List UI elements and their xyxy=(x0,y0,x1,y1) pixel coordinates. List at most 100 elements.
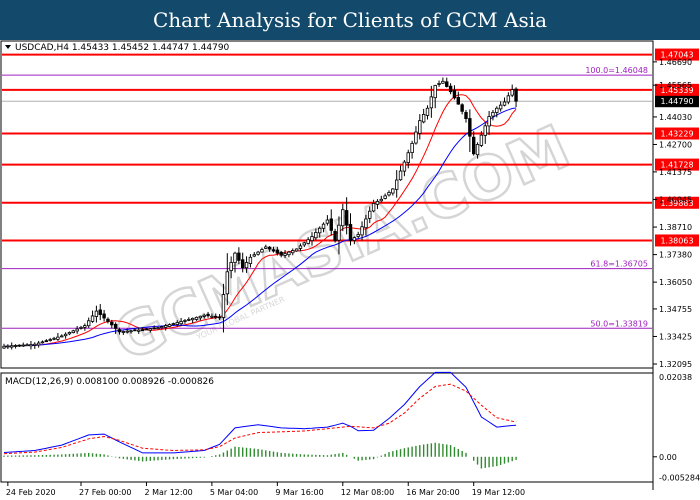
time-tick-label: 24 Feb 2020 xyxy=(6,488,56,497)
current-price-label: 1.44790 xyxy=(660,97,693,106)
candle-bear xyxy=(445,81,449,87)
macd-label: MACD(12,26,9) 0.008100 0.008926 -0.00082… xyxy=(5,377,214,387)
candle-bull xyxy=(398,170,403,181)
ma-slow-line xyxy=(3,107,517,347)
candle-bear xyxy=(237,252,241,261)
candle-bear xyxy=(329,218,333,231)
candle-bull xyxy=(375,200,380,205)
candle-bear xyxy=(113,323,118,329)
candle-bull xyxy=(233,252,237,264)
candle-bull xyxy=(25,344,29,347)
candle-bull xyxy=(48,339,52,341)
candle-bear xyxy=(144,328,149,331)
price-tick-label: 1.36050 xyxy=(659,278,692,287)
candle-bull xyxy=(506,95,511,103)
candle-bull xyxy=(291,250,295,254)
candle-bear xyxy=(468,118,472,137)
level-badge xyxy=(655,83,699,96)
candle-bull xyxy=(40,341,45,344)
candle-bear xyxy=(110,321,114,326)
candle-bull xyxy=(437,83,441,85)
price-tick-label: 1.32095 xyxy=(659,360,692,369)
candle-bull xyxy=(171,323,176,325)
candle-bull xyxy=(129,330,133,333)
level-badge xyxy=(655,127,699,140)
candle-bear xyxy=(275,249,280,254)
time-tick-label: 12 Mar 08:00 xyxy=(341,488,394,497)
candle-bull xyxy=(83,325,87,328)
candle-bull xyxy=(364,218,368,229)
price-tick-label: 1.37380 xyxy=(659,251,692,260)
candle-bull xyxy=(383,195,387,199)
candle-bear xyxy=(333,231,337,242)
candle-bull xyxy=(163,325,168,328)
candle-bull xyxy=(441,80,445,84)
candle-bull xyxy=(60,335,64,338)
level-badge xyxy=(655,196,699,209)
time-tick-label: 5 Mar 04:00 xyxy=(210,488,258,497)
candle-bull xyxy=(221,294,226,318)
candle-bull xyxy=(67,332,72,335)
candle-bear xyxy=(348,224,353,242)
candle-bull xyxy=(491,111,495,117)
candle-bull xyxy=(160,326,164,329)
candle-bear xyxy=(102,313,106,319)
candle-bull xyxy=(498,104,503,110)
candle-bear xyxy=(471,136,476,155)
candle-bull xyxy=(75,328,79,332)
candle-bull xyxy=(71,330,75,334)
candle-bear xyxy=(217,316,222,319)
candle-bull xyxy=(402,161,407,172)
chart-area: GCMASIA.COM YOUR GLOBAL PARTNER 100.0=1.… xyxy=(0,40,700,500)
candle-bear xyxy=(514,88,518,102)
candle-bull xyxy=(137,329,141,332)
candle-bear xyxy=(152,327,156,330)
candle-bull xyxy=(391,188,395,194)
price-tick-label: 1.40045 xyxy=(659,195,692,204)
candle-bull xyxy=(256,251,260,255)
candle-bull xyxy=(183,320,187,322)
candle-bull xyxy=(356,234,360,237)
candle-bear xyxy=(117,329,122,333)
candle-bull xyxy=(379,198,383,202)
candle-bull xyxy=(21,344,25,347)
candle-bull xyxy=(314,232,318,239)
candle-bull xyxy=(495,107,499,113)
candle-bull xyxy=(487,116,491,127)
candle-bull xyxy=(352,237,357,241)
candle-bull xyxy=(121,331,126,333)
candle-bull xyxy=(502,101,507,106)
collapse-arrow-icon[interactable] xyxy=(5,45,11,49)
candle-bear xyxy=(271,249,276,252)
candle-bear xyxy=(106,318,110,322)
page-title: Chart Analysis for Clients of GCM Asia xyxy=(0,0,700,40)
candle-bull xyxy=(36,342,41,346)
candle-bull xyxy=(475,144,480,156)
time-tick-label: 27 Feb 00:00 xyxy=(79,488,131,497)
candle-bull xyxy=(479,134,484,146)
candle-bull xyxy=(294,248,299,252)
candle-bear xyxy=(240,259,245,269)
candle-bull xyxy=(202,314,206,317)
candle-bull xyxy=(198,315,203,319)
price-tick-label: 1.38710 xyxy=(659,223,692,232)
candle-bull xyxy=(33,343,37,346)
time-tick-label: 16 Mar 20:00 xyxy=(406,488,459,497)
macd-tick-label: 0.00 xyxy=(659,453,677,462)
candle-bull xyxy=(29,344,33,347)
candle-bull xyxy=(167,324,172,327)
symbol-info: USDCAD,H4 1.45433 1.45452 1.44747 1.4479… xyxy=(15,43,230,53)
candle-bull xyxy=(252,254,256,257)
candle-bull xyxy=(248,256,253,264)
fib-level-label: 100.0=1.46048 xyxy=(585,66,648,75)
candle-bull xyxy=(429,96,434,109)
candle-bull xyxy=(306,239,310,244)
level-label: 1.45339 xyxy=(660,86,693,95)
price-panel xyxy=(0,40,654,369)
candle-bull xyxy=(244,262,249,269)
price-tick-label: 1.33425 xyxy=(659,332,692,341)
candle-bull xyxy=(179,321,183,325)
candle-bull xyxy=(194,316,199,320)
candle-bull xyxy=(414,131,418,144)
time-tick-label: 9 Mar 16:00 xyxy=(275,488,323,497)
